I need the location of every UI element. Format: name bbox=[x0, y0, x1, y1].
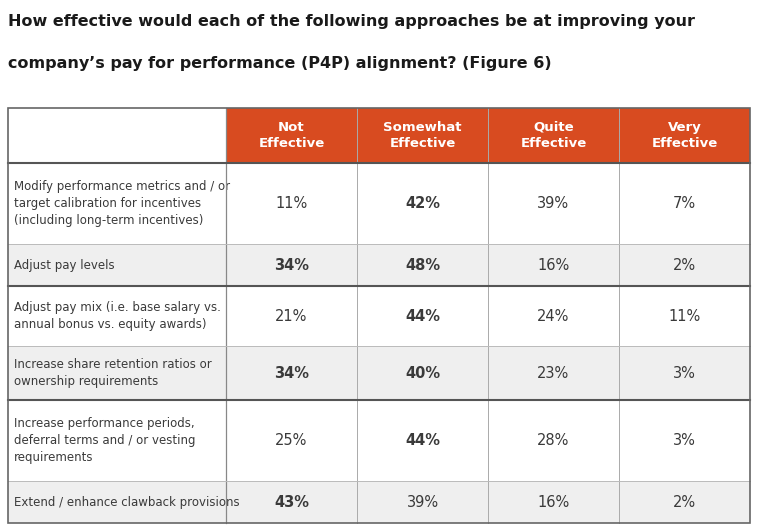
Text: Somewhat
Effective: Somewhat Effective bbox=[384, 121, 462, 150]
Bar bbox=[488, 108, 619, 163]
Text: 24%: 24% bbox=[537, 308, 570, 324]
Text: 7%: 7% bbox=[673, 196, 696, 211]
Bar bbox=[8, 286, 750, 346]
Bar bbox=[8, 108, 750, 523]
Text: Modify performance metrics and / or
target calibration for incentives
(including: Modify performance metrics and / or targ… bbox=[14, 180, 230, 227]
Text: 43%: 43% bbox=[274, 494, 309, 510]
Text: Extend / enhance clawback provisions: Extend / enhance clawback provisions bbox=[14, 496, 240, 509]
Text: 2%: 2% bbox=[673, 494, 696, 510]
Text: 40%: 40% bbox=[405, 366, 440, 381]
Text: 11%: 11% bbox=[669, 308, 700, 324]
Text: 44%: 44% bbox=[405, 308, 440, 324]
Bar bbox=[8, 163, 750, 244]
Text: Very
Effective: Very Effective bbox=[651, 121, 718, 150]
Bar bbox=[8, 244, 750, 286]
Text: Adjust pay mix (i.e. base salary vs.
annual bonus vs. equity awards): Adjust pay mix (i.e. base salary vs. ann… bbox=[14, 301, 221, 331]
Bar bbox=[226, 108, 357, 163]
Text: Not
Effective: Not Effective bbox=[258, 121, 324, 150]
Text: 23%: 23% bbox=[537, 366, 569, 381]
Text: Increase share retention ratios or
ownership requirements: Increase share retention ratios or owner… bbox=[14, 358, 211, 388]
Text: 16%: 16% bbox=[537, 258, 569, 273]
Text: 28%: 28% bbox=[537, 433, 570, 448]
Text: 11%: 11% bbox=[275, 196, 308, 211]
Text: Increase performance periods,
deferral terms and / or vesting
requirements: Increase performance periods, deferral t… bbox=[14, 417, 196, 464]
Text: 39%: 39% bbox=[406, 494, 439, 510]
Bar bbox=[8, 400, 750, 481]
Text: Adjust pay levels: Adjust pay levels bbox=[14, 259, 114, 272]
Bar bbox=[619, 108, 750, 163]
Text: 3%: 3% bbox=[673, 366, 696, 381]
Text: Quite
Effective: Quite Effective bbox=[521, 121, 587, 150]
Text: 16%: 16% bbox=[537, 494, 569, 510]
Text: 39%: 39% bbox=[537, 196, 569, 211]
Text: 34%: 34% bbox=[274, 366, 309, 381]
Text: 3%: 3% bbox=[673, 433, 696, 448]
Text: 44%: 44% bbox=[405, 433, 440, 448]
Text: 42%: 42% bbox=[405, 196, 440, 211]
Bar bbox=[8, 481, 750, 523]
Text: company’s pay for performance (P4P) alignment? (Figure 6): company’s pay for performance (P4P) alig… bbox=[8, 56, 552, 71]
Bar bbox=[8, 346, 750, 400]
Bar bbox=[357, 108, 488, 163]
Text: 25%: 25% bbox=[275, 433, 308, 448]
Text: How effective would each of the following approaches be at improving your: How effective would each of the followin… bbox=[8, 14, 695, 29]
Text: 34%: 34% bbox=[274, 258, 309, 273]
Text: 48%: 48% bbox=[405, 258, 440, 273]
Text: 2%: 2% bbox=[673, 258, 696, 273]
Text: 21%: 21% bbox=[275, 308, 308, 324]
